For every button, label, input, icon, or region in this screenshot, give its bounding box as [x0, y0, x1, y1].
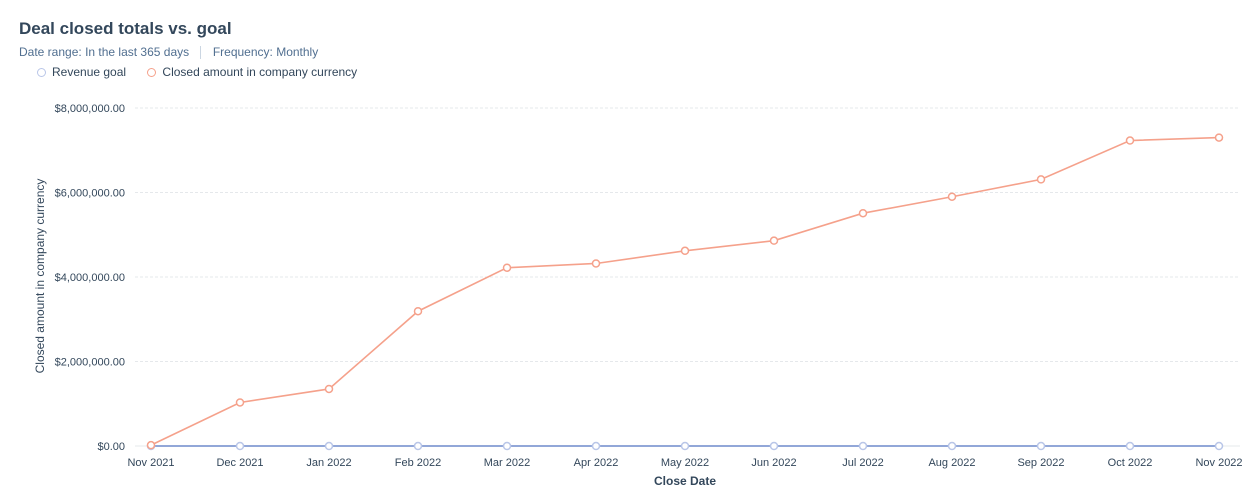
closed-amount-point[interactable]	[769, 236, 779, 245]
y-tick-label: $8,000,000.00	[55, 103, 125, 115]
closed-amount-point[interactable]	[1125, 136, 1135, 145]
x-tick-label: Aug 2022	[928, 457, 975, 469]
x-axis-label: Close Date	[654, 474, 716, 488]
closed-amount-point[interactable]	[680, 246, 690, 256]
chart-legend: Revenue goal Closed amount in company cu…	[37, 65, 375, 80]
y-axis-label: Closed amount in company currency	[33, 179, 47, 374]
closed-amount-point[interactable]	[324, 384, 334, 394]
revenue-goal-point[interactable]	[947, 441, 957, 451]
date-range-label: Date range:	[19, 45, 82, 59]
legend-label-revenue-goal: Revenue goal	[52, 65, 127, 79]
x-tick-label: Mar 2022	[484, 457, 530, 469]
x-tick-label: Apr 2022	[574, 457, 619, 469]
y-tick-label: $4,000,000.00	[55, 272, 125, 284]
closed-amount-point[interactable]	[146, 440, 156, 450]
y-tick-label: $2,000,000.00	[55, 357, 125, 369]
date-range-value[interactable]: In the last 365 days	[85, 45, 190, 59]
legend-item-closed-amount[interactable]: Closed amount in company currency	[147, 65, 357, 79]
y-tick-label: $0.00	[97, 441, 125, 453]
frequency-label: Frequency:	[212, 45, 273, 59]
x-tick-label: Nov 2021	[127, 457, 174, 469]
report-filters: Date range: In the last 365 days Frequen…	[19, 45, 319, 60]
legend-marker-revenue-goal	[37, 67, 46, 77]
closed-amount-series	[146, 133, 1224, 450]
closed-amount-point[interactable]	[591, 259, 601, 268]
y-axis-ticks: $0.00 $2,000,000.00 $4,000,000.00 $6,000,00…	[55, 103, 125, 453]
closed-amount-point[interactable]	[858, 208, 868, 218]
closed-amount-point[interactable]	[947, 192, 957, 201]
closed-amount-point[interactable]	[413, 306, 423, 316]
x-tick-label: May 2022	[661, 457, 709, 469]
closed-amount-point[interactable]	[1036, 175, 1046, 184]
revenue-goal-point[interactable]	[591, 441, 601, 451]
grid-lines	[135, 107, 1240, 447]
revenue-goal-point[interactable]	[1125, 441, 1135, 451]
chart-title: Deal closed totals vs. goal	[19, 19, 232, 38]
legend-item-revenue-goal[interactable]: Revenue goal	[37, 65, 126, 79]
closed-amount-point[interactable]	[235, 398, 245, 407]
y-tick-label: $6,000,000.00	[55, 188, 125, 200]
filter-divider	[200, 46, 202, 60]
x-tick-label: Dec 2021	[216, 457, 263, 469]
frequency-value[interactable]: Monthly	[276, 45, 319, 59]
x-tick-label: Feb 2022	[395, 457, 441, 469]
revenue-goal-point[interactable]	[1036, 441, 1046, 451]
closed-amount-point[interactable]	[1214, 133, 1224, 142]
x-tick-label: Jan 2022	[306, 457, 351, 469]
legend-label-closed-amount: Closed amount in company currency	[162, 65, 358, 79]
x-tick-label: Sep 2022	[1017, 457, 1064, 469]
revenue-goal-point[interactable]	[1214, 441, 1224, 451]
revenue-goal-point[interactable]	[502, 441, 512, 451]
revenue-goal-point[interactable]	[413, 441, 423, 451]
x-tick-label: Jul 2022	[842, 457, 884, 469]
revenue-goal-point[interactable]	[324, 441, 334, 451]
revenue-goal-point[interactable]	[769, 441, 779, 451]
legend-marker-closed-amount	[147, 67, 157, 77]
x-axis-ticks: Nov 2021 Dec 2021 Jan 2022 Feb 2022 Mar 2022…	[127, 457, 1242, 469]
closed-amount-line	[150, 136, 1220, 446]
x-tick-label: Oct 2022	[1108, 457, 1153, 469]
x-tick-label: Nov 2022	[1195, 457, 1242, 469]
x-tick-label: Jun 2022	[751, 457, 796, 469]
revenue-goal-point[interactable]	[858, 441, 868, 451]
revenue-goal-point[interactable]	[235, 441, 245, 451]
revenue-goal-point[interactable]	[680, 441, 690, 451]
closed-amount-point[interactable]	[502, 263, 512, 272]
revenue-goal-series	[146, 441, 1224, 451]
